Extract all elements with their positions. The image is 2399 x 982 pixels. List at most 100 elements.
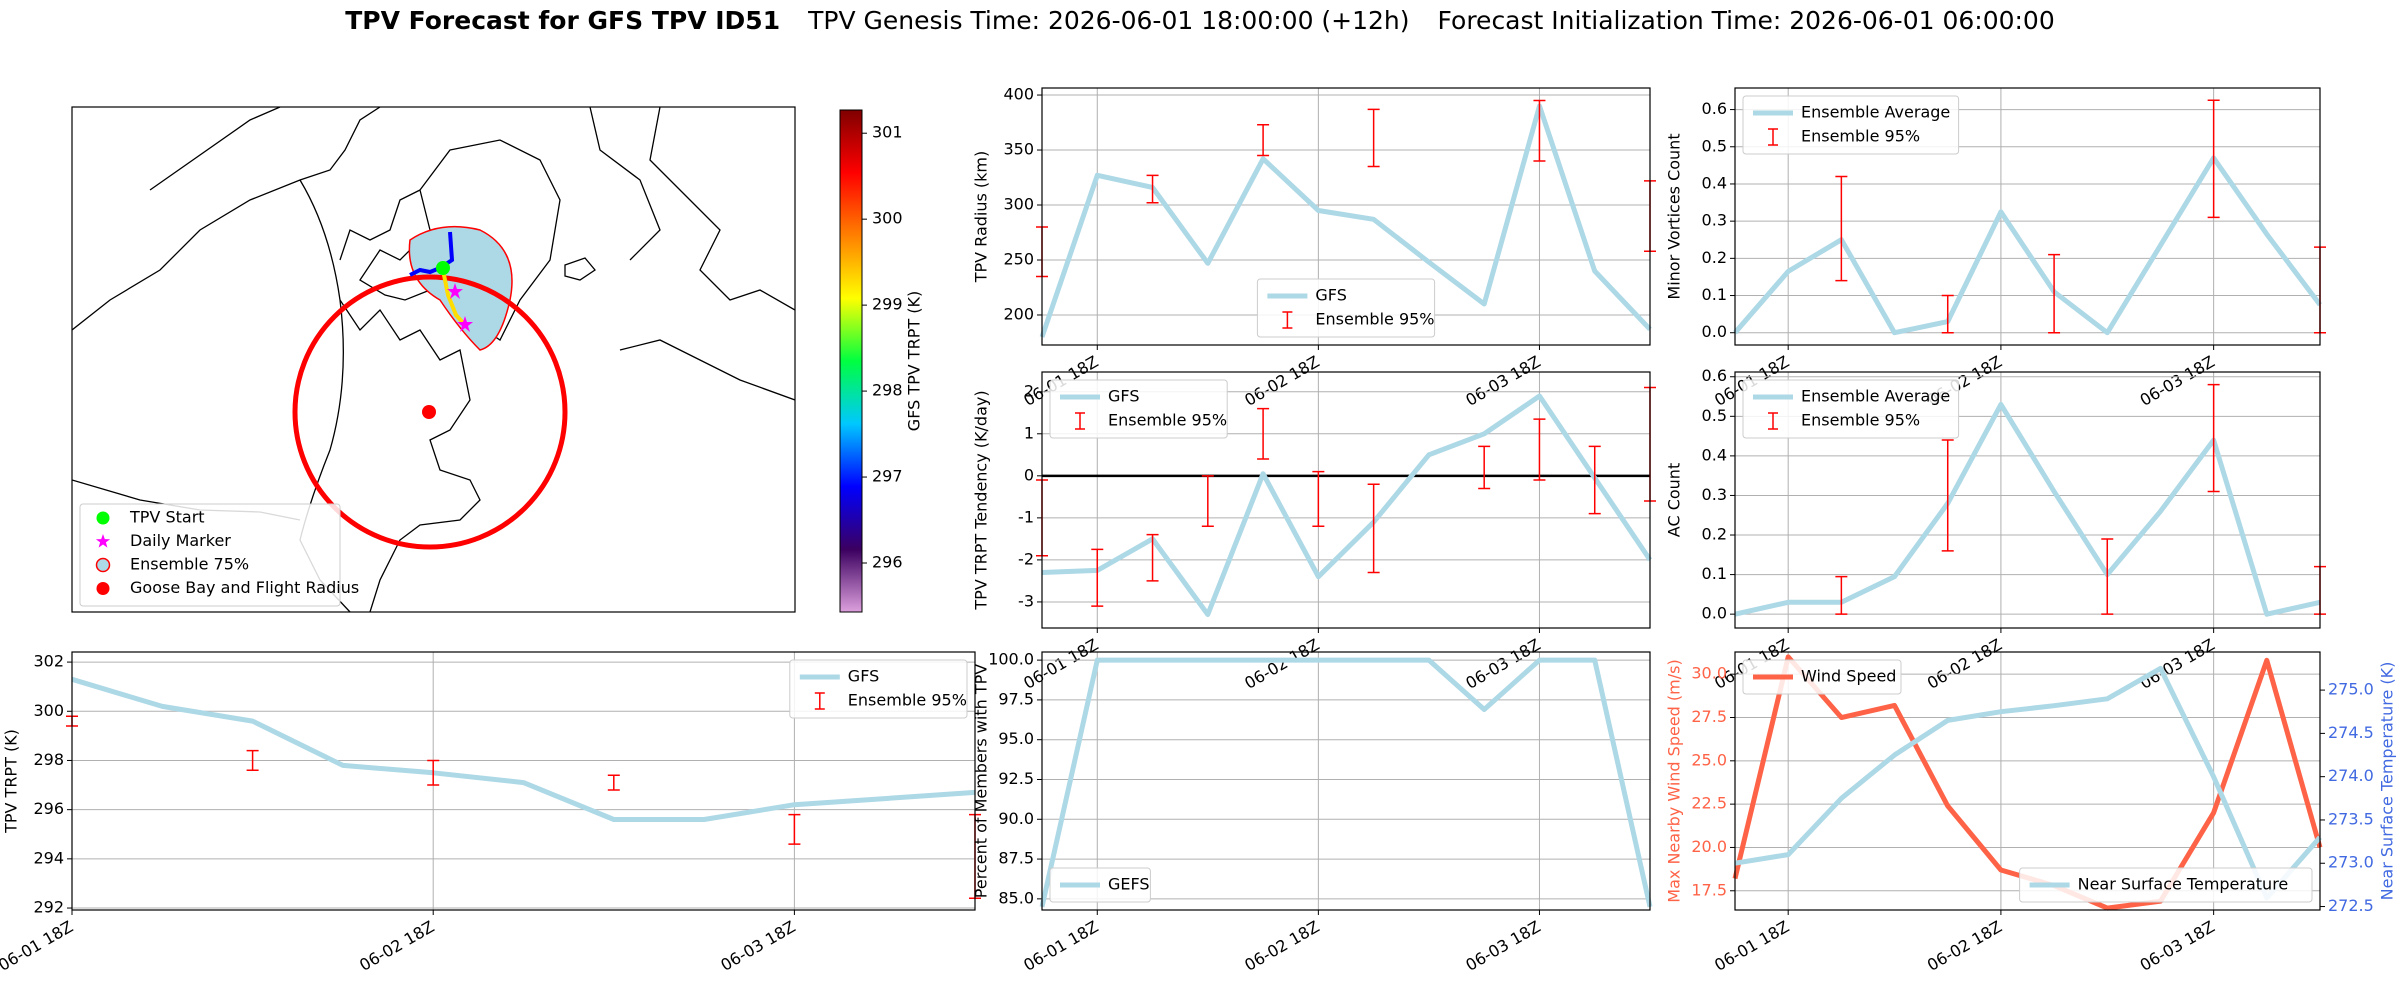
y2-tick-label: 274.5 bbox=[2328, 723, 2374, 742]
y-axis-label: Percent of Members with TPV bbox=[972, 664, 991, 898]
y-tick-label: 200 bbox=[1003, 304, 1034, 323]
coastline bbox=[339, 189, 421, 261]
y2-tick-label: 273.5 bbox=[2328, 809, 2374, 828]
axes-frame bbox=[1734, 87, 2321, 346]
error-bar bbox=[1478, 445, 1491, 490]
colorbar-tick-label: 300 bbox=[872, 209, 903, 228]
line-series bbox=[1041, 393, 1653, 617]
error-bar bbox=[1941, 294, 1954, 334]
error-bar bbox=[2207, 383, 2220, 493]
axes-frame bbox=[1734, 371, 2321, 629]
y-tick-label: 92.5 bbox=[998, 769, 1034, 788]
axes-frame bbox=[71, 651, 976, 911]
error-bar bbox=[2048, 253, 2061, 334]
y-tick-label: 20.0 bbox=[1691, 837, 1727, 856]
y-tick-label: 27.5 bbox=[1691, 707, 1727, 726]
error-bar bbox=[1835, 575, 1848, 615]
y-tick-label: 300 bbox=[1003, 195, 1034, 214]
y-tick-label: 298 bbox=[33, 750, 64, 769]
iceland bbox=[564, 257, 596, 281]
y-tick-label: 2 bbox=[1024, 381, 1034, 400]
y-tick-label: 90.0 bbox=[998, 809, 1034, 828]
legend-label: Ensemble Average bbox=[1801, 103, 1950, 122]
y-tick-label: 0.4 bbox=[1702, 445, 1727, 464]
y-tick-label: 1 bbox=[1024, 423, 1034, 442]
title: TPV Forecast for GFS TPV ID51 bbox=[345, 6, 780, 35]
coastline bbox=[649, 107, 795, 311]
y-tick-label: 100.0 bbox=[988, 650, 1034, 669]
legend-label: Wind Speed bbox=[1801, 667, 1896, 686]
y-axis-label: TPV TRPT (K) bbox=[2, 729, 21, 834]
legend-label: Ensemble 95% bbox=[848, 691, 967, 710]
error-bar bbox=[1533, 99, 1546, 162]
y-tick-label: 0.1 bbox=[1702, 564, 1727, 583]
flight-radius bbox=[292, 274, 568, 550]
goose-bay bbox=[422, 405, 436, 419]
error-bar bbox=[1588, 445, 1601, 515]
init-time: Forecast Initialization Time: 2026-06-01… bbox=[1438, 6, 2055, 35]
y2-axis-label: Near Surface Temperature (K) bbox=[2378, 662, 2397, 901]
y-tick-label: 87.5 bbox=[998, 849, 1034, 868]
y-axis-label: Minor Vortices Count bbox=[1665, 133, 1684, 299]
legend-label: Goose Bay and Flight Radius bbox=[130, 578, 359, 597]
line-series bbox=[1734, 401, 2321, 617]
error-bar bbox=[1533, 418, 1546, 481]
line-series bbox=[1733, 155, 2322, 336]
y-tick-label: -1 bbox=[1018, 507, 1034, 526]
legend-label: GFS bbox=[1108, 387, 1139, 406]
legend-label: Ensemble 75% bbox=[130, 555, 249, 574]
y-tick-label: 0.6 bbox=[1702, 99, 1727, 118]
y-tick-label: 400 bbox=[1003, 85, 1034, 104]
line-series bbox=[1039, 657, 1653, 908]
y-tick-label: -2 bbox=[1018, 549, 1034, 568]
error-bar bbox=[1312, 470, 1325, 528]
legend-label: Ensemble 95% bbox=[1108, 411, 1227, 430]
error-bar bbox=[2207, 99, 2220, 219]
y-tick-label: 296 bbox=[33, 799, 64, 818]
colorbar-tick-label: 296 bbox=[872, 553, 903, 572]
coastline bbox=[619, 339, 795, 401]
y-tick-label: 30.0 bbox=[1691, 664, 1727, 683]
legend-icon bbox=[1282, 311, 1293, 329]
y-tick-label: 292 bbox=[33, 898, 64, 917]
y-axis-label: AC Count bbox=[1665, 463, 1684, 537]
legend-icon bbox=[814, 692, 825, 710]
y-tick-label: 85.0 bbox=[998, 888, 1034, 907]
y-tick-label: 0.3 bbox=[1702, 485, 1727, 504]
legend-marker bbox=[96, 582, 110, 595]
genesis-time: TPV Genesis Time: 2026-06-01 18:00:00 (+… bbox=[807, 6, 1409, 35]
error-bar bbox=[1835, 175, 1848, 282]
y-tick-label: 0.1 bbox=[1702, 285, 1727, 304]
y-tick-label: 0 bbox=[1024, 465, 1034, 484]
y-tick-label: 25.0 bbox=[1691, 750, 1727, 769]
legend bbox=[2019, 867, 2313, 903]
daily-marker bbox=[457, 316, 473, 332]
y-axis-label: TPV Radius (km) bbox=[972, 151, 991, 284]
legend-marker bbox=[95, 557, 111, 573]
colorbar-tick-label: 297 bbox=[872, 467, 903, 486]
tpv-start bbox=[436, 261, 450, 275]
coastline bbox=[339, 299, 481, 612]
y-tick-label: 0.2 bbox=[1702, 525, 1727, 544]
y-axis-label: Max Nearby Wind Speed (m/s) bbox=[1665, 659, 1684, 902]
y-tick-label: 250 bbox=[1003, 249, 1034, 268]
legend-marker bbox=[95, 534, 111, 548]
legend bbox=[1742, 659, 1902, 695]
legend-label: GFS bbox=[848, 667, 879, 686]
error-bar bbox=[246, 749, 259, 772]
y-tick-label: 0.0 bbox=[1702, 322, 1727, 341]
axes-frame bbox=[1041, 651, 1651, 911]
legend bbox=[1742, 379, 1960, 439]
colorbar-tick-label: 299 bbox=[872, 295, 903, 314]
map-legend bbox=[79, 503, 341, 607]
boundary bbox=[149, 107, 281, 191]
track-early bbox=[409, 231, 455, 277]
y-tick-label: 0.2 bbox=[1702, 248, 1727, 267]
legend-icon bbox=[1768, 128, 1778, 146]
colorbar-tick-label: 301 bbox=[872, 123, 903, 142]
y-tick-label: -3 bbox=[1018, 591, 1034, 610]
error-bar bbox=[1091, 548, 1104, 607]
y2-tick-label: 274.0 bbox=[2328, 766, 2374, 785]
y-tick-label: 300 bbox=[33, 701, 64, 720]
